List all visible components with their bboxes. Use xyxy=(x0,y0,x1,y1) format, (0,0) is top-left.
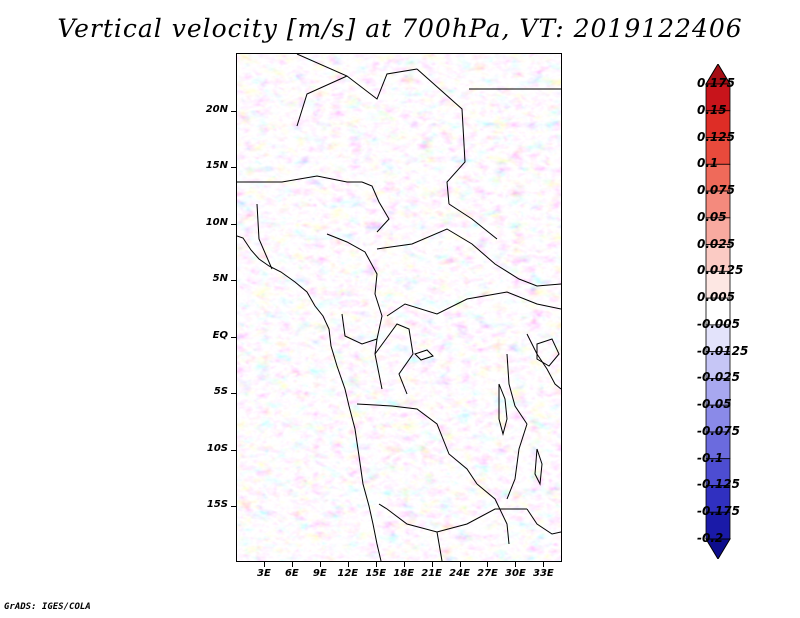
border-central-9 xyxy=(356,403,478,485)
border-central-2 xyxy=(256,203,273,270)
lat-label: EQ xyxy=(212,329,228,341)
lon-tick xyxy=(403,562,405,567)
colorbar-swatch xyxy=(705,458,731,486)
colorbar-swatch xyxy=(705,431,731,460)
lon-label: 30E xyxy=(505,568,526,579)
border-central-5 xyxy=(448,203,498,240)
lon-label: 27E xyxy=(477,568,498,579)
border-south-5 xyxy=(526,508,561,535)
lon-tick xyxy=(431,562,433,567)
colorbar-swatch xyxy=(705,270,731,299)
lat-tick xyxy=(231,449,236,451)
lat-label: 15S xyxy=(206,499,228,511)
border-lake-chad xyxy=(361,181,390,233)
colorbar-level-label: 0.005 xyxy=(697,290,735,305)
colorbar-level-label: -0.175 xyxy=(697,504,740,519)
lon-tick xyxy=(291,562,293,567)
lon-tick xyxy=(515,562,517,567)
colorbar-level-label: 0.025 xyxy=(697,236,735,251)
colorbar-level-label: 0.1 xyxy=(697,156,719,171)
lon-tick xyxy=(543,562,545,567)
chart-title: Vertical velocity [m/s] at 700hPa, VT: 2… xyxy=(57,14,743,43)
lat-tick xyxy=(231,336,236,338)
lon-label: 21E xyxy=(421,568,442,579)
colorbar-swatch xyxy=(705,83,731,112)
colorbar-level-label: -0.0125 xyxy=(697,343,749,358)
colorbar-min-triangle xyxy=(705,538,731,559)
colorbar-level-label: 0.175 xyxy=(697,76,735,90)
border-east-2 xyxy=(526,333,561,390)
lon-tick xyxy=(319,562,321,567)
colorbar-level-label: 0.15 xyxy=(697,102,727,117)
border-south-4 xyxy=(436,531,443,561)
coastline xyxy=(237,235,382,561)
lat-label: 10S xyxy=(206,442,228,454)
lon-tick xyxy=(459,562,461,567)
border-north-2 xyxy=(416,68,466,205)
lon-label: 9E xyxy=(312,568,327,579)
colorbar-swatch xyxy=(705,378,731,406)
lat-label: 10N xyxy=(205,216,228,228)
lat-tick xyxy=(231,506,236,508)
lat-tick xyxy=(231,393,236,395)
colorbar-level-label: 0.0125 xyxy=(697,263,744,278)
lat-tick xyxy=(231,110,236,112)
colorbar-level-label: 0.05 xyxy=(697,209,727,224)
lon-label: 15E xyxy=(365,568,387,579)
map-panel xyxy=(236,53,562,562)
colorbar-level-label: -0.05 xyxy=(697,397,732,412)
lon-tick xyxy=(263,562,265,567)
lon-label: 6E xyxy=(284,568,299,579)
lon-label: 24E xyxy=(449,568,470,579)
border-south-3 xyxy=(506,423,528,500)
border-central-4 xyxy=(376,228,561,287)
colorbar-level-label: -0.075 xyxy=(697,423,740,438)
colorbar-swatch xyxy=(705,351,731,379)
lake-tanganyika xyxy=(498,383,508,436)
lat-tick xyxy=(231,223,236,225)
colorbar-swatch xyxy=(705,511,731,540)
colorbar-level-label: 0.125 xyxy=(697,129,735,144)
lat-tick xyxy=(231,280,236,282)
border-central-1 xyxy=(237,175,362,183)
border-north-3 xyxy=(296,75,348,127)
lake-malawi xyxy=(534,448,543,486)
lon-tick xyxy=(487,562,489,567)
lake-mweru xyxy=(414,349,434,361)
lon-tick xyxy=(375,562,377,567)
border-central-6 xyxy=(386,291,561,317)
colorbar-swatch xyxy=(705,163,731,192)
border-central-7 xyxy=(341,313,383,390)
lat-tick xyxy=(231,167,236,169)
colorbar-level-label: -0.005 xyxy=(697,316,740,331)
border-central-8 xyxy=(374,323,414,395)
colorbar-level-label: -0.125 xyxy=(697,477,740,492)
lake-victoria xyxy=(536,338,560,367)
border-central-3 xyxy=(326,233,383,340)
footer-credit: GrADS: IGES/COLA xyxy=(4,602,91,612)
colorbar-level-label: -0.2 xyxy=(697,531,724,545)
border-north-1 xyxy=(296,54,418,100)
lat-label: 5N xyxy=(212,273,228,285)
colorbar-level-label: 0.075 xyxy=(697,183,735,198)
lon-tick xyxy=(347,562,349,567)
colorbar-level-label: -0.1 xyxy=(697,450,724,465)
lat-label: 15N xyxy=(205,160,228,172)
colorbar-swatch xyxy=(705,297,731,326)
lon-label: 33E xyxy=(532,568,554,579)
lon-label: 12E xyxy=(337,568,359,579)
colorbar xyxy=(705,64,731,559)
vertical-velocity-field xyxy=(237,54,561,561)
boundaries xyxy=(237,54,561,561)
lat-label: 5S xyxy=(213,386,228,398)
colorbar-swatch xyxy=(705,110,731,138)
border-south-2 xyxy=(476,483,510,545)
lon-label: 3E xyxy=(257,568,271,579)
border-east-3 xyxy=(506,353,528,425)
lon-label: 18E xyxy=(393,568,415,579)
colorbar-level-label: -0.025 xyxy=(697,370,740,385)
lat-label: 20N xyxy=(205,103,228,115)
